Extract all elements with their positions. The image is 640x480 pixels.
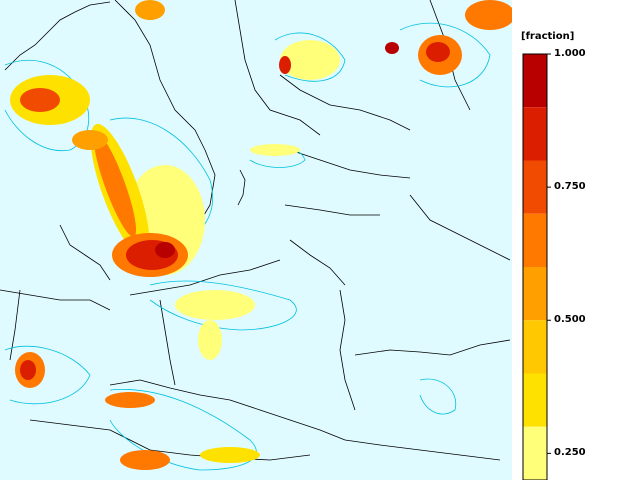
lithuania-belarus	[289, 239, 346, 286]
germany-west	[0, 289, 111, 311]
legend-swatch-0	[523, 54, 547, 108]
legend-swatch-7	[523, 426, 547, 480]
legend-tick-label-1: 0.750	[554, 181, 586, 193]
field-poland-yellow	[198, 320, 222, 360]
field-sweden-strip-orange	[93, 133, 137, 237]
field-ne-corner	[465, 0, 512, 30]
austria-border	[29, 419, 151, 451]
sweden-border	[114, 0, 206, 151]
legend-tick-label-0: 1.000	[554, 48, 586, 59]
baltic-coast-south	[129, 259, 281, 296]
field-finland-red	[279, 56, 291, 74]
field-carpathian-yellow	[200, 447, 260, 463]
contour-alps	[4, 345, 91, 405]
field-carpathian-orange	[120, 450, 170, 470]
finland-border	[234, 0, 321, 136]
legend-swatch-1	[523, 107, 547, 161]
west-edge-border	[9, 289, 21, 361]
field-czech-orange	[105, 392, 155, 408]
field-east-red	[426, 42, 450, 62]
legend-swatch-3	[523, 213, 547, 267]
color-scale	[522, 53, 551, 480]
legend-frame	[522, 53, 548, 480]
contour-south-baltic	[149, 280, 297, 331]
belarus-russia	[409, 194, 511, 261]
legend-tick-label-2: 0.500	[554, 314, 586, 326]
germany-poland	[159, 299, 176, 386]
map-canvas	[0, 0, 512, 471]
legend-unit-label: [fraction]	[521, 31, 575, 42]
field-finland-yellow	[280, 40, 340, 80]
contour-se	[419, 378, 457, 415]
belarus-ukraine	[354, 339, 511, 356]
poland-belarus	[339, 289, 356, 411]
finland-coast	[279, 74, 411, 131]
map-panel	[0, 0, 512, 480]
field-poland-north-yellow	[175, 290, 255, 320]
legend-panel	[512, 0, 640, 480]
legend-swatch-5	[523, 320, 547, 374]
field-norway-coast-orange	[72, 130, 108, 150]
gotland	[237, 169, 246, 206]
romania-border	[344, 439, 501, 461]
fraction-fields	[10, 0, 512, 470]
slovakia-border	[229, 399, 346, 441]
contour-east	[399, 22, 491, 88]
denmark-coast	[59, 224, 111, 281]
field-baltic-yellow	[250, 144, 300, 156]
legend-swatch-2	[523, 160, 547, 214]
contour-west-norway	[4, 59, 89, 152]
field-alps-red	[20, 360, 36, 380]
contour-finland	[274, 32, 346, 82]
field-top-center	[135, 0, 165, 20]
legend-swatch-4	[523, 267, 547, 321]
field-norway-west-orange	[20, 88, 60, 112]
norway-coast	[4, 1, 111, 71]
czech-border	[109, 379, 231, 401]
legend-tick-label-3: 0.250	[554, 447, 586, 459]
legend-swatch-6	[523, 373, 547, 427]
field-south-sweden-core	[155, 242, 175, 258]
estonia-latvia	[289, 149, 411, 179]
latvia-lithuania	[284, 204, 380, 216]
field-east-small-red	[385, 42, 399, 54]
